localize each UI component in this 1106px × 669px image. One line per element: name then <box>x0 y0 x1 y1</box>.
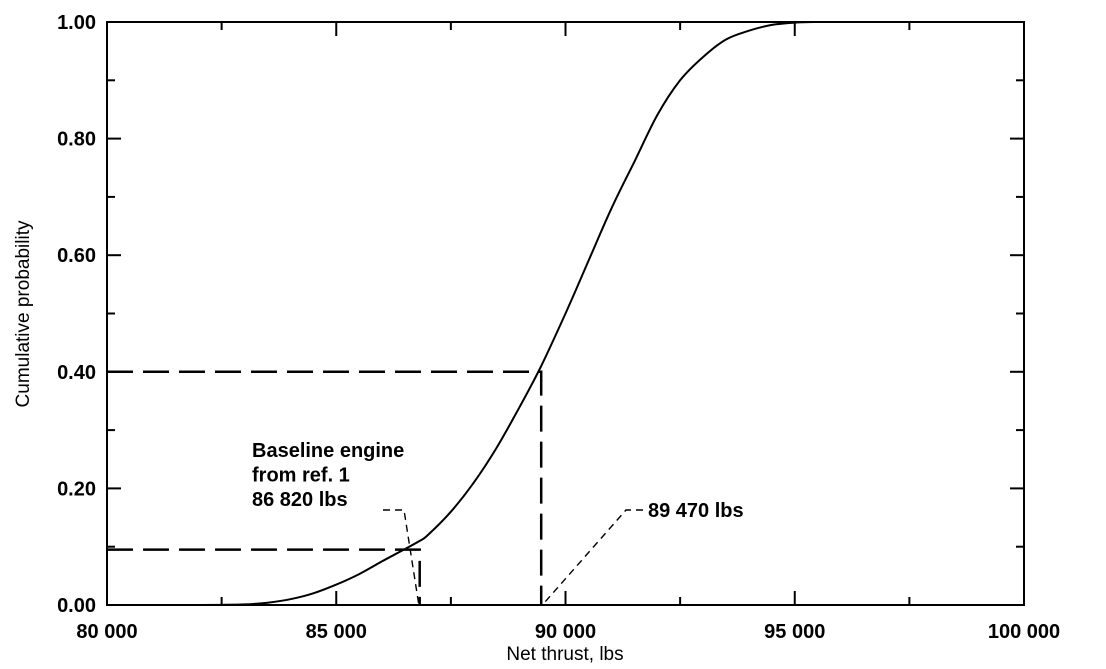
y-tick-label: 1.00 <box>57 12 96 34</box>
reference-line <box>107 370 543 605</box>
reference-line <box>107 548 421 605</box>
tick-labels: 80 000 85 000 90 000 95 000 100 000 0.00 0.20 0… <box>57 12 1060 643</box>
annotations: Baseline engine from ref. 186 820 lbs 89 4… <box>252 440 744 605</box>
x-tick-label: 85 000 <box>306 621 367 643</box>
annotation-leader-line <box>383 509 420 605</box>
x-tick-label: 80 000 <box>76 621 137 643</box>
x-axis-label: Net thrust, lbs <box>506 644 623 665</box>
y-tick-label: 0.40 <box>57 362 96 384</box>
data-series <box>106 20 1024 607</box>
x-tick-label: 90 000 <box>535 621 596 643</box>
x-tick-label: 95 000 <box>764 621 825 643</box>
annotation-text: 89 470 lbs <box>648 500 744 522</box>
y-tick-label: 0.00 <box>57 595 96 617</box>
y-tick-label: 0.60 <box>57 245 96 267</box>
reference-lines <box>107 370 543 605</box>
annotation-text: from ref. 1 <box>252 465 350 487</box>
cumulative-probability-curve <box>106 20 1024 607</box>
y-tick-label: 0.80 <box>57 129 96 151</box>
y-axis-label: Cumulative probability <box>13 220 34 407</box>
annotation-leader-line <box>542 509 643 605</box>
annotation-text: 86 820 lbs <box>252 489 348 511</box>
y-tick-label: 0.20 <box>57 478 96 500</box>
annotation-text: Baseline engine <box>252 440 404 462</box>
x-tick-label: 100 000 <box>988 621 1060 643</box>
